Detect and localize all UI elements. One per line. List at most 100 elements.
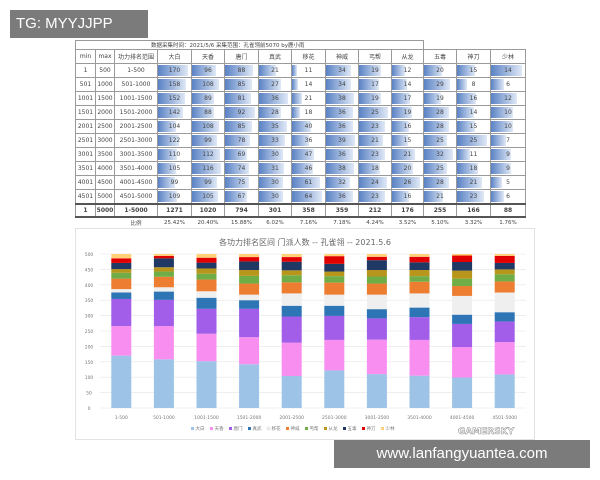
cell-value: 1 [83,67,88,74]
table-cell: 3001-3500 [114,147,158,162]
cell-value: 18 [371,165,379,172]
total-cell: 1020 [191,203,225,218]
y-tick-label: 0 [88,406,91,412]
table-cell: 14 [456,105,491,120]
cell-value: 85 [237,123,246,130]
data-bar [424,135,447,146]
table-cell: 23 [358,189,392,205]
bar-segment [366,256,387,261]
table-cell: 2500 [95,119,115,134]
data-bar [491,65,522,76]
bar-segment [452,254,473,256]
cell-value: 105 [202,193,214,200]
table-cell: 96 [191,63,225,78]
table-cell: 19 [358,63,392,78]
table-cell: 105 [191,189,225,205]
bar-segment [494,254,515,256]
total-cell: 212 [358,203,392,218]
legend-swatch [266,426,271,431]
data-bar [392,177,420,188]
data-bar [326,163,355,174]
bar-segment [281,375,302,408]
bar-segment [239,337,260,365]
total-cell: 5000 [95,203,115,218]
cell-value: 142 [168,109,181,116]
cell-value: 20 [403,165,412,172]
cell-value: 3501-4000 [119,165,153,172]
bar-segment [196,361,217,408]
cell-value: 26 [403,179,412,186]
cell-value: 15 [469,123,478,130]
bar-segment [281,261,302,271]
table-cell: 4501-5000 [114,189,158,205]
bar-segment [281,282,302,294]
data-table: 数据采集时间：2021/5/6 采集范围：孔雀翎前5070 by鹿小雨 min ma… [75,40,535,228]
chart-title: 各功力排名区间 门派人数 -- 孔雀翎 -- 2021.5.6 [219,237,391,247]
cell-value: 24 [371,179,379,186]
y-tick-label: 50 [86,391,92,397]
data-bar [491,79,505,90]
cell-value: 46 [304,165,313,172]
cell-value: 25 [436,165,444,172]
cell-value: 18 [304,109,313,116]
cell-value: 4501 [77,193,94,200]
cell-value: 3500 [97,151,113,158]
legend-label: 天香 [215,425,224,432]
legend-label: 从龙 [329,425,338,432]
data-bar [292,107,301,118]
y-tick-label: 100 [85,375,94,381]
bar-segment [196,254,217,258]
bar-segment [494,281,515,293]
cell-value: 21 [403,151,412,158]
data-bar [424,79,451,90]
table-cell: 88 [224,63,259,78]
table-cell: 7 [490,133,526,148]
bar-segment [239,283,260,295]
cell-value: 1-500 [127,67,145,74]
cell-value: 35 [271,123,279,130]
cell-value: 104 [168,123,181,130]
table-cell: 104 [157,119,192,134]
data-bar [392,65,405,76]
table-cell: 16 [391,119,424,134]
cell-value: 1001 [77,95,94,102]
ratio-cell: 20.40% [197,219,219,226]
bar-segment [324,282,345,295]
column-header: 从龙 [391,49,424,64]
cell-value: 4501-5000 [119,193,153,200]
y-tick-label: 500 [85,252,94,258]
data-bar [359,163,380,174]
table-cell: 21 [258,63,292,78]
bar-segment [494,274,515,282]
bar-segment [153,254,174,256]
data-bar [359,79,379,90]
cell-value: 15 [469,67,478,74]
data-bar [158,177,176,188]
cell-value: 6 [506,193,510,200]
bar-segment [281,293,302,306]
table-cell: 28 [423,175,457,190]
y-tick-label: 300 [85,314,94,320]
cell-value: 28 [271,109,279,116]
data-bar [359,107,388,118]
table-cell: 109 [157,189,192,205]
data-bar [457,177,482,188]
cell-value: 81 [237,95,246,102]
data-bar [292,177,321,188]
table-cell: 1501 [75,105,96,120]
bar-segment [409,276,430,282]
cell-value: 170 [168,67,181,74]
table-cell: 30 [258,147,292,162]
column-header: 移花 [291,49,326,64]
data-bar [225,191,247,202]
y-tick-label: 250 [85,329,94,335]
data-bar [457,93,476,104]
cell-value: 1500 [97,95,113,102]
gamersky-watermark: GAMERSKY [458,427,515,437]
cell-value: 108 [202,81,214,88]
cell-value: 25 [371,109,379,116]
table-title-row: 数据采集时间：2021/5/6 采集范围：孔雀翎前5070 by鹿小雨 [75,40,526,50]
table-cell: 23 [358,119,392,134]
total-cell: 1-5000 [114,203,158,218]
table-row: 1 500 1-500 170 96 88 21 11 34 19 12 20 15 14 [75,63,526,78]
